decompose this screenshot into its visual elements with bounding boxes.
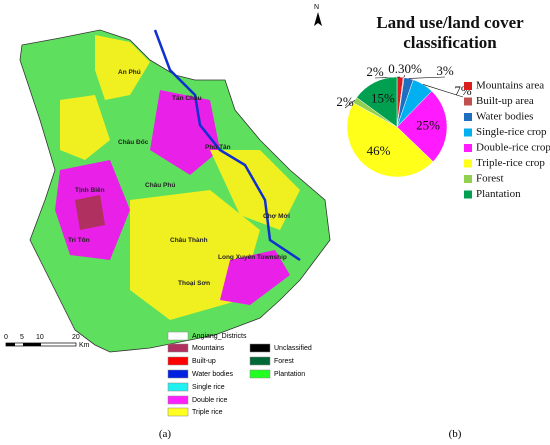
leader-line (344, 99, 356, 109)
legend-swatch (167, 407, 189, 417)
district-label: Long Xuyên Township (218, 254, 287, 261)
scale-label: 5 (20, 334, 24, 341)
caption: (b) (449, 428, 462, 440)
pie-slice (356, 76, 398, 128)
scale-bar-seg (23, 343, 41, 346)
legend-label: Triple-rice crop (476, 157, 545, 169)
legend-swatch (249, 343, 271, 353)
data-label: 3% (436, 63, 454, 78)
legend-label: Triple rice (192, 409, 223, 416)
legend-label: Single-rice crop (476, 126, 547, 138)
legend-swatch (167, 356, 189, 366)
legend-label: Plantation (274, 371, 305, 378)
legend-swatch (464, 113, 472, 121)
legend-swatch (167, 382, 189, 392)
legend-label: Built-up area (476, 95, 534, 107)
legend-swatch (464, 144, 472, 152)
legend-label: Forest (274, 358, 294, 365)
scale-label: 0 (4, 334, 8, 341)
district-label: Châu Thành (170, 237, 208, 244)
scale-label: 10 (36, 334, 44, 341)
leader-line (403, 74, 406, 78)
district-label: Tri Tôn (68, 237, 90, 244)
district-label: Chợ Mới (263, 213, 290, 220)
leader-line (423, 84, 464, 98)
legend-swatch (464, 190, 472, 199)
legend-swatch (464, 159, 472, 168)
legend-label: Forest (476, 173, 504, 185)
legend-label: Angiang_Districts (192, 333, 247, 340)
land-patch (210, 150, 300, 230)
legend-label: Mountains area (476, 80, 544, 92)
map-legend: Angiang_Districts Mountains Built-up Water … (167, 331, 312, 417)
data-label: 46% (367, 143, 391, 158)
district-label: Tân Châu (172, 95, 202, 102)
legend-label: Single rice (192, 384, 225, 391)
legend-label: Water bodies (192, 371, 233, 378)
data-label: 0.30% (388, 61, 422, 76)
legend-swatch (464, 175, 472, 183)
land-patch (220, 250, 290, 305)
legend-swatch (167, 395, 189, 405)
scale-label: 20 (72, 334, 80, 341)
legend-swatch (464, 82, 472, 90)
data-label: 15% (371, 90, 395, 105)
data-label: 25% (416, 117, 440, 132)
north-label: N (314, 4, 319, 11)
data-label: 2% (366, 64, 384, 79)
map: An Phú Tân Châu Châu Đốc Phú Tân Châu Ph… (4, 4, 331, 417)
legend-swatch (167, 369, 189, 379)
district-label: Châu Phú (145, 182, 175, 189)
legend-label: Double rice (192, 397, 228, 404)
land-patch (60, 95, 110, 160)
legend-label: Built-up (192, 358, 216, 365)
land-patch (95, 35, 150, 100)
legend-label: Double-rice crop (476, 142, 550, 154)
district-label: An Phú (118, 69, 141, 76)
leader-line (408, 76, 446, 79)
legend-label: Mountains (192, 345, 225, 352)
land-patch (150, 90, 220, 175)
legend-label: Unclassified (274, 345, 312, 352)
pie-slice (396, 90, 448, 163)
legend-swatch (249, 369, 271, 379)
north-arrow (314, 12, 322, 26)
legend-swatch (464, 128, 472, 137)
caption: (a) (159, 428, 172, 440)
district-label: Phú Tân (205, 144, 231, 151)
legend-label: Water bodies (476, 111, 533, 123)
legend-swatch (167, 343, 189, 353)
scale-bar-seg (6, 343, 15, 346)
legend-swatch (464, 97, 472, 106)
district-label: Thoại Sơn (178, 280, 210, 287)
chart-title: classification (403, 33, 497, 52)
district-label: Châu Đốc (118, 138, 149, 146)
river (153, 29, 301, 262)
data-label: 2% (336, 94, 354, 109)
mountain-patch (75, 195, 105, 230)
chart-title: Land use/land cover (376, 13, 524, 32)
legend-swatch (249, 356, 271, 366)
legend-label: Plantation (476, 188, 521, 200)
legend-swatch (167, 331, 189, 341)
scale-bar: 0 5 10 20 Km (4, 334, 90, 349)
pie-slice (346, 102, 434, 178)
scale-label: Km (79, 342, 90, 349)
district-label: Tịnh Biên (75, 187, 105, 194)
